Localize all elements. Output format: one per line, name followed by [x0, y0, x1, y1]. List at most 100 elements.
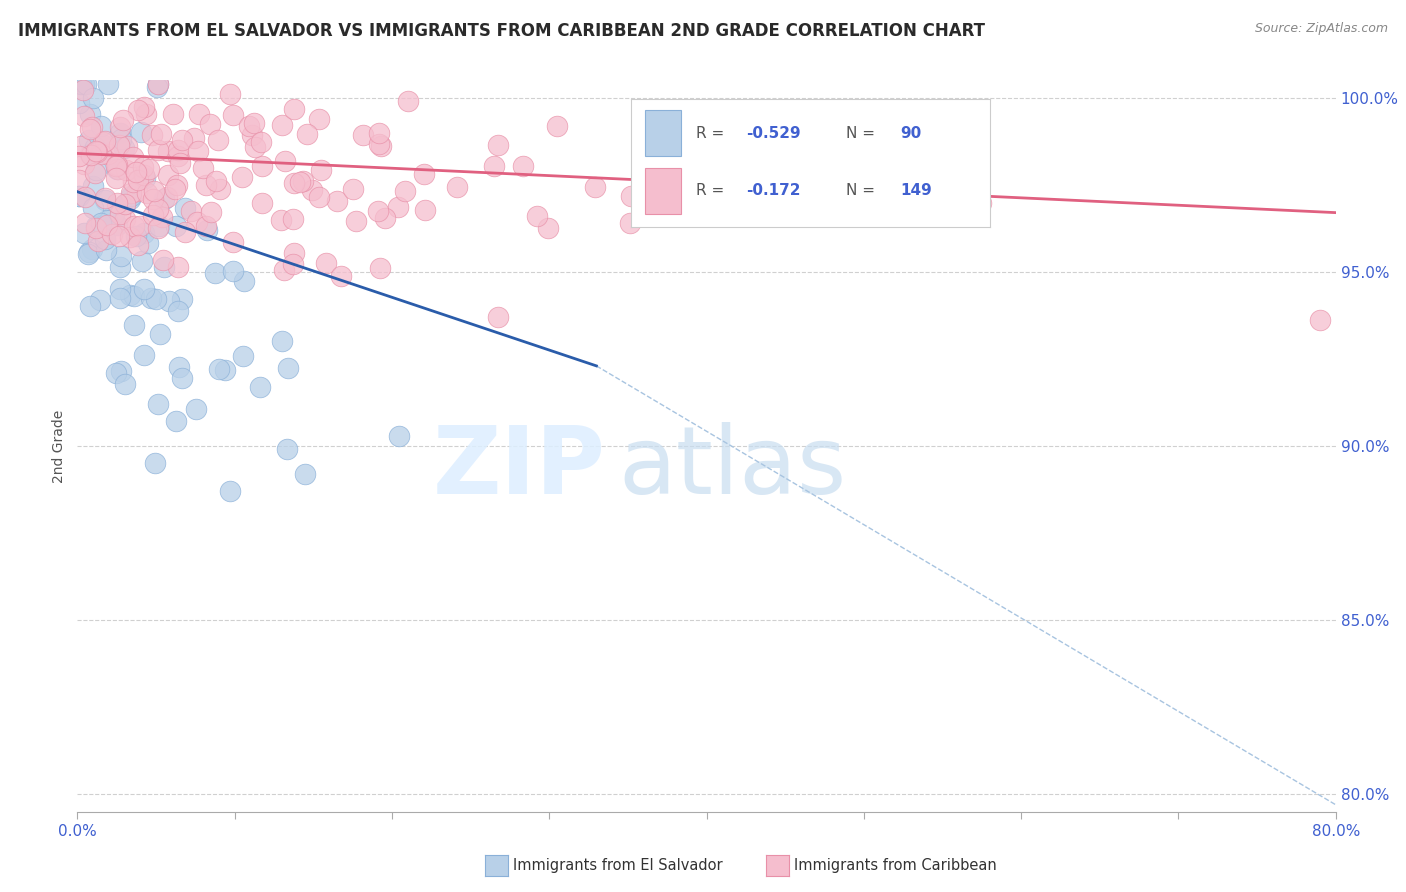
Point — [108, 120, 131, 134]
Point — [187, 144, 209, 158]
Point — [238, 119, 260, 133]
Point — [207, 133, 229, 147]
Point — [482, 159, 505, 173]
Point — [150, 127, 173, 141]
Point — [91, 136, 114, 151]
Point — [90, 145, 112, 160]
Point — [148, 219, 170, 234]
Point — [114, 197, 136, 211]
Point — [315, 256, 337, 270]
Point — [146, 143, 169, 157]
Point — [152, 253, 174, 268]
Point — [69, 77, 91, 91]
Point — [222, 108, 245, 122]
Point — [367, 204, 389, 219]
Point — [82, 91, 104, 105]
Point — [195, 222, 218, 236]
Point — [208, 182, 231, 196]
Point — [67, 188, 90, 202]
Point — [368, 127, 391, 141]
Point — [167, 143, 190, 157]
Point — [281, 211, 304, 226]
Point — [84, 221, 107, 235]
Point — [139, 291, 162, 305]
Point — [413, 203, 436, 218]
Point — [163, 182, 186, 196]
Point — [125, 165, 148, 179]
Point — [167, 360, 190, 375]
Point — [96, 218, 118, 232]
Point — [110, 249, 132, 263]
Point — [125, 185, 148, 199]
Point — [232, 350, 254, 364]
Point — [70, 139, 93, 153]
Point — [76, 247, 98, 261]
Point — [620, 189, 643, 203]
Point — [114, 211, 136, 226]
Point — [136, 186, 159, 200]
Point — [170, 371, 193, 385]
Point — [153, 192, 176, 206]
Point — [249, 380, 271, 394]
Point — [110, 291, 132, 305]
Point — [214, 363, 236, 377]
Point — [105, 196, 128, 211]
Point — [295, 127, 318, 141]
Point — [583, 180, 606, 194]
Point — [75, 216, 97, 230]
Text: IMMIGRANTS FROM EL SALVADOR VS IMMIGRANTS FROM CARIBBEAN 2ND GRADE CORRELATION C: IMMIGRANTS FROM EL SALVADOR VS IMMIGRANT… — [18, 22, 986, 40]
Point — [291, 174, 314, 188]
Point — [186, 215, 208, 229]
Point — [276, 442, 298, 457]
Point — [148, 77, 170, 91]
Point — [72, 83, 94, 97]
Point — [145, 292, 167, 306]
Point — [688, 195, 710, 210]
Point — [141, 128, 163, 142]
Point — [143, 456, 166, 470]
Point — [84, 219, 107, 233]
Point — [86, 145, 108, 160]
Point — [79, 148, 101, 162]
Point — [167, 304, 190, 318]
Point — [83, 166, 105, 180]
Point — [75, 77, 97, 91]
Point — [73, 226, 96, 240]
Point — [108, 127, 131, 141]
Point — [105, 366, 128, 380]
Point — [107, 229, 129, 244]
Point — [82, 201, 104, 215]
Point — [80, 242, 103, 256]
Point — [103, 207, 125, 221]
Point — [344, 214, 367, 228]
Point — [107, 162, 129, 177]
Point — [90, 147, 112, 161]
Point — [243, 116, 266, 130]
Point — [138, 161, 160, 176]
Point — [75, 190, 97, 204]
Point — [112, 113, 135, 128]
Point — [105, 218, 128, 232]
Point — [308, 190, 330, 204]
Point — [124, 318, 146, 333]
Point — [283, 102, 305, 116]
Point — [94, 191, 117, 205]
Point — [233, 274, 256, 288]
Point — [194, 178, 217, 192]
Point — [87, 235, 110, 249]
Point — [79, 147, 101, 161]
Point — [84, 163, 107, 178]
Point — [156, 190, 179, 204]
Point — [148, 220, 170, 235]
Point — [222, 235, 245, 250]
Point — [93, 193, 115, 207]
Point — [326, 194, 349, 208]
Point — [120, 186, 142, 200]
Point — [208, 362, 231, 376]
Point — [183, 131, 205, 145]
Point — [79, 121, 101, 136]
Point — [294, 467, 316, 482]
Point — [388, 429, 411, 443]
Point — [970, 196, 993, 211]
Point — [132, 348, 155, 362]
